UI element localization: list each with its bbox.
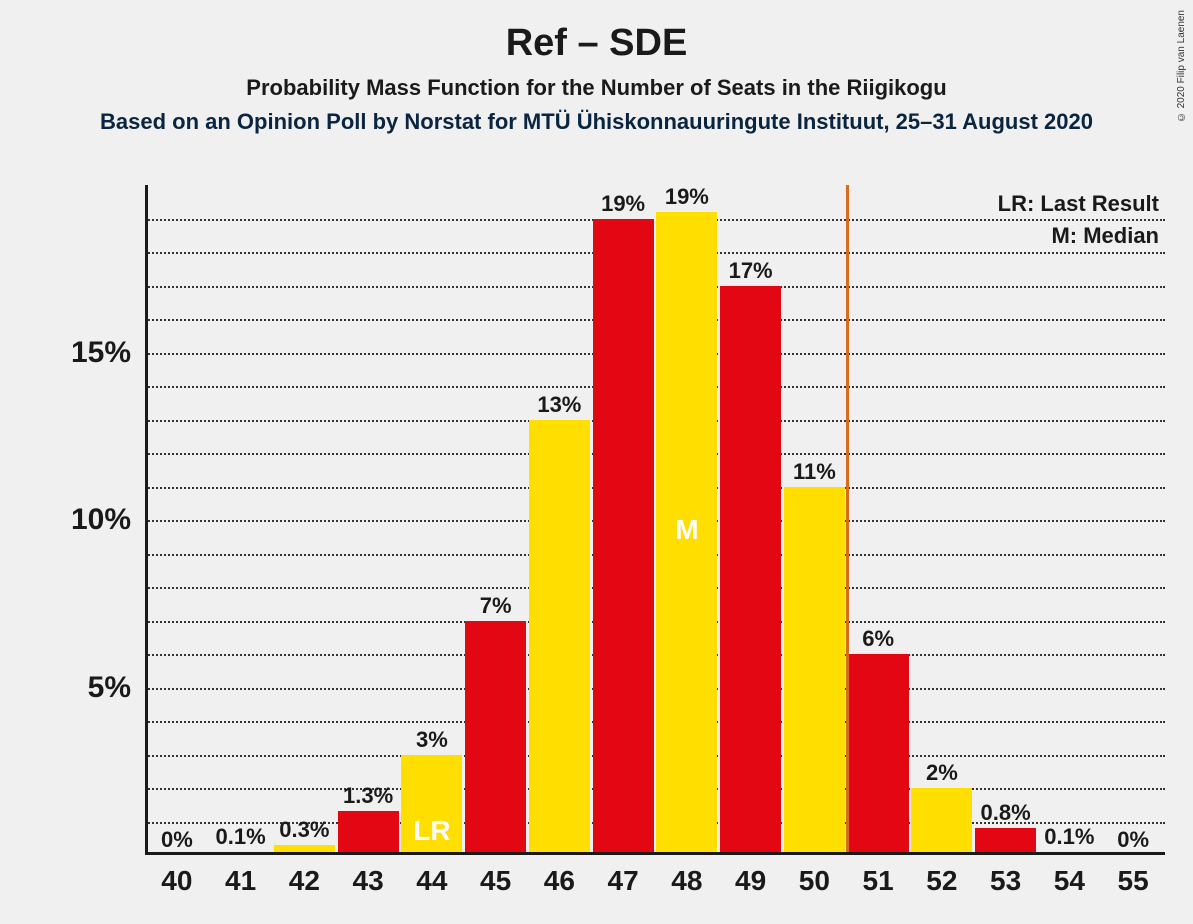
y-tick-label: 5% bbox=[88, 671, 145, 705]
chart-subtitle2: Based on an Opinion Poll by Norstat for … bbox=[0, 101, 1193, 135]
x-tick-label: 41 bbox=[225, 855, 256, 897]
bar: 13% bbox=[529, 420, 590, 856]
gridline bbox=[145, 788, 1165, 790]
bar: 7% bbox=[465, 621, 526, 856]
chart-plot-area: 5%10%15%0%400.1%410.3%421.3%433%447%4513… bbox=[145, 185, 1165, 855]
x-tick-label: 50 bbox=[799, 855, 830, 897]
lr-label: LR bbox=[413, 815, 450, 847]
x-tick-label: 43 bbox=[353, 855, 384, 897]
bar: 1.3% bbox=[338, 811, 399, 855]
bar: 0.8% bbox=[975, 828, 1036, 855]
gridline bbox=[145, 353, 1165, 355]
gridline bbox=[145, 386, 1165, 388]
bar-value-label: 11% bbox=[793, 459, 836, 487]
chart-title: Ref – SDE bbox=[0, 0, 1193, 65]
gridline bbox=[145, 219, 1165, 221]
bar-value-label: 2% bbox=[926, 760, 958, 788]
x-tick-label: 49 bbox=[735, 855, 766, 897]
x-tick-label: 52 bbox=[926, 855, 957, 897]
x-tick-label: 53 bbox=[990, 855, 1021, 897]
gridline bbox=[145, 755, 1165, 757]
bar-value-label: 13% bbox=[537, 392, 581, 420]
gridline bbox=[145, 319, 1165, 321]
x-tick-label: 44 bbox=[416, 855, 447, 897]
legend-lr: LR: Last Result bbox=[998, 191, 1159, 217]
m-label: M bbox=[675, 514, 698, 546]
bar-value-label: 3% bbox=[416, 727, 448, 755]
bar-value-label: 0.1% bbox=[216, 824, 266, 852]
x-tick-label: 54 bbox=[1054, 855, 1085, 897]
gridline bbox=[145, 621, 1165, 623]
bar-value-label: 6% bbox=[862, 626, 894, 654]
gridline bbox=[145, 252, 1165, 254]
gridline bbox=[145, 520, 1165, 522]
x-tick-label: 45 bbox=[480, 855, 511, 897]
gridline bbox=[145, 420, 1165, 422]
bar-value-label: 19% bbox=[601, 191, 645, 219]
bar-value-label: 19% bbox=[665, 184, 709, 212]
bar-value-label: 7% bbox=[480, 593, 512, 621]
x-tick-label: 40 bbox=[161, 855, 192, 897]
x-tick-label: 51 bbox=[863, 855, 894, 897]
bar-value-label: 1.3% bbox=[343, 783, 393, 811]
bar-value-label: 0.8% bbox=[981, 800, 1031, 828]
gridline bbox=[145, 688, 1165, 690]
bar-value-label: 17% bbox=[729, 258, 773, 286]
chart-subtitle: Probability Mass Function for the Number… bbox=[0, 65, 1193, 101]
y-tick-label: 15% bbox=[71, 336, 145, 370]
x-tick-label: 42 bbox=[289, 855, 320, 897]
bar-value-label: 0% bbox=[161, 827, 193, 855]
x-axis bbox=[145, 852, 1165, 855]
gridline bbox=[145, 654, 1165, 656]
gridline bbox=[145, 487, 1165, 489]
bar: 17% bbox=[720, 286, 781, 856]
x-tick-label: 46 bbox=[544, 855, 575, 897]
copyright-text: © 2020 Filip van Laenen bbox=[1176, 10, 1187, 122]
bar-value-label: 0.3% bbox=[279, 817, 329, 845]
legend-m: M: Median bbox=[1051, 223, 1159, 249]
gridline bbox=[145, 721, 1165, 723]
gridline bbox=[145, 286, 1165, 288]
bar: 11% bbox=[784, 487, 845, 856]
y-tick-label: 10% bbox=[71, 503, 145, 537]
y-axis bbox=[145, 185, 148, 855]
gridline bbox=[145, 554, 1165, 556]
bar-value-label: 0% bbox=[1117, 827, 1149, 855]
x-tick-label: 47 bbox=[608, 855, 639, 897]
bar-value-label: 0.1% bbox=[1044, 824, 1094, 852]
bar: 19% bbox=[593, 219, 654, 856]
majority-line bbox=[846, 185, 849, 855]
x-tick-label: 55 bbox=[1118, 855, 1149, 897]
bar: 6% bbox=[848, 654, 909, 855]
gridline bbox=[145, 587, 1165, 589]
bar: 2% bbox=[911, 788, 972, 855]
x-tick-label: 48 bbox=[671, 855, 702, 897]
gridline bbox=[145, 453, 1165, 455]
